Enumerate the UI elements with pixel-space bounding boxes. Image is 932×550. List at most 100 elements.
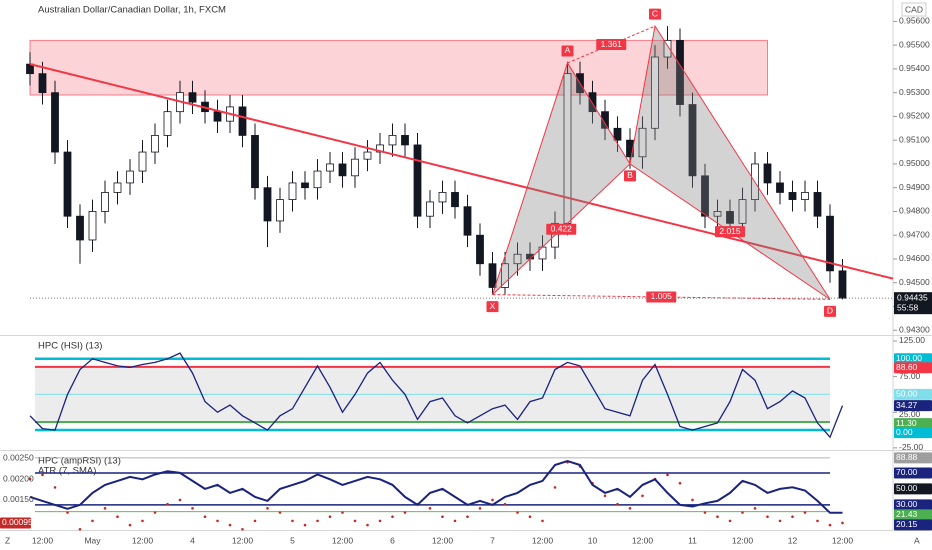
pattern-ratio: 1.361 bbox=[601, 39, 623, 49]
atr-dot bbox=[103, 507, 107, 510]
atr-dot bbox=[166, 502, 169, 506]
atr-dot bbox=[66, 511, 69, 514]
candle-body bbox=[713, 211, 722, 217]
atr-dot bbox=[291, 519, 294, 523]
candle-body bbox=[463, 206, 472, 236]
level-label-bg bbox=[894, 388, 932, 400]
atr-dot bbox=[53, 486, 57, 489]
pattern-ratio-bg bbox=[715, 226, 745, 238]
atr-dot bbox=[641, 494, 644, 498]
candle-body bbox=[251, 135, 259, 189]
atr-dot bbox=[203, 515, 207, 519]
pattern-ratio: 1.005 bbox=[651, 291, 673, 301]
atr-dot bbox=[141, 519, 144, 523]
atr-dot bbox=[403, 511, 407, 514]
x-tick-label: 12:00 bbox=[432, 535, 454, 545]
atr-dot bbox=[28, 477, 32, 481]
x-tick-label: 12:00 bbox=[132, 535, 154, 545]
level-label-bg bbox=[894, 467, 932, 479]
candle-body bbox=[301, 182, 309, 189]
indicator-line bbox=[29, 459, 843, 514]
x-tick-label: 5 bbox=[290, 535, 295, 545]
atr-dot bbox=[553, 486, 557, 489]
y-tick-label: 0.94700 bbox=[899, 229, 930, 239]
candle-body bbox=[276, 199, 284, 222]
candle-body bbox=[601, 111, 609, 129]
candle-body bbox=[326, 163, 334, 172]
level-label: 50.00 bbox=[896, 389, 918, 399]
corner-label: A bbox=[914, 535, 920, 545]
atr-dot bbox=[628, 507, 632, 510]
atr-dot bbox=[616, 502, 619, 506]
last-price: 0.94435 bbox=[897, 292, 928, 302]
candle-body bbox=[838, 270, 847, 299]
last-value: 34.27 bbox=[896, 400, 918, 410]
atr-dot bbox=[116, 515, 119, 519]
level-label: 30.00 bbox=[896, 499, 918, 509]
y-tick-label: 0.94900 bbox=[899, 182, 930, 192]
atr-dot bbox=[391, 515, 394, 519]
atr-dot bbox=[378, 519, 382, 523]
y2-tick-label: 0.00200 bbox=[3, 473, 34, 483]
y2-tick-label: 0.00150 bbox=[3, 494, 34, 504]
atr-dot bbox=[503, 502, 507, 506]
y-tick-label: 0.95100 bbox=[899, 134, 930, 144]
atr-dot bbox=[691, 498, 694, 502]
atr-dot bbox=[728, 519, 732, 523]
indicator-subtitle: ATR (7, SMA) bbox=[38, 466, 96, 477]
atr-dot bbox=[791, 515, 794, 519]
atr-dot bbox=[716, 515, 719, 519]
atr-dot bbox=[541, 519, 544, 523]
pattern-point-bg bbox=[649, 8, 661, 20]
candle-body bbox=[163, 111, 172, 136]
candle-body bbox=[26, 63, 34, 75]
pattern-ratio-bg bbox=[596, 39, 627, 51]
last-value: 20.15 bbox=[896, 519, 918, 529]
countdown: 55:58 bbox=[897, 302, 919, 312]
atr-dot bbox=[341, 511, 344, 514]
atr-dot bbox=[428, 507, 432, 510]
candle-body bbox=[651, 56, 659, 129]
candle-body bbox=[363, 151, 372, 160]
candle-body bbox=[388, 135, 397, 146]
candle-body bbox=[826, 215, 834, 272]
candle-body bbox=[763, 163, 772, 184]
atr-dot bbox=[703, 511, 707, 514]
y-tick-label: 25.00 bbox=[899, 409, 921, 419]
candle-body bbox=[663, 39, 672, 58]
candle-body bbox=[626, 139, 634, 158]
candle-body bbox=[138, 151, 147, 172]
candle-body bbox=[613, 127, 622, 141]
y-tick-label: -25.00 bbox=[899, 442, 923, 452]
x-tick-label: 11 bbox=[688, 535, 697, 545]
trendline bbox=[29, 63, 894, 280]
x-tick-label: 12:00 bbox=[632, 535, 654, 545]
atr-dot bbox=[353, 519, 357, 523]
atr-dot bbox=[466, 515, 469, 519]
last-atr: 0.00095 bbox=[2, 517, 33, 527]
corner-label: Z bbox=[5, 535, 10, 545]
y-tick-label: 0.94500 bbox=[899, 277, 930, 287]
candle-body bbox=[701, 175, 709, 217]
y-tick-label: 75.00 bbox=[899, 371, 921, 381]
candle-body bbox=[788, 192, 797, 200]
currency-box bbox=[901, 2, 927, 17]
pattern-point: D bbox=[827, 306, 833, 316]
atr-dot bbox=[253, 519, 257, 523]
atr-dot bbox=[453, 519, 457, 523]
candle-body bbox=[413, 144, 422, 217]
candle-body bbox=[451, 192, 459, 208]
atr-dot bbox=[241, 527, 244, 531]
y-tick-label: 125.00 bbox=[899, 335, 925, 345]
x-tick-label: 12:00 bbox=[532, 535, 554, 545]
pattern-ratio-bg bbox=[546, 223, 577, 235]
atr-dot bbox=[316, 519, 319, 523]
x-tick-label: 12:00 bbox=[732, 535, 754, 545]
pattern-point-bg bbox=[486, 301, 499, 313]
level-label-bg bbox=[894, 499, 932, 511]
level-label: 70.00 bbox=[896, 467, 918, 477]
atr-dot bbox=[741, 511, 744, 514]
candle-body bbox=[238, 106, 247, 136]
atr-dot bbox=[816, 519, 819, 523]
